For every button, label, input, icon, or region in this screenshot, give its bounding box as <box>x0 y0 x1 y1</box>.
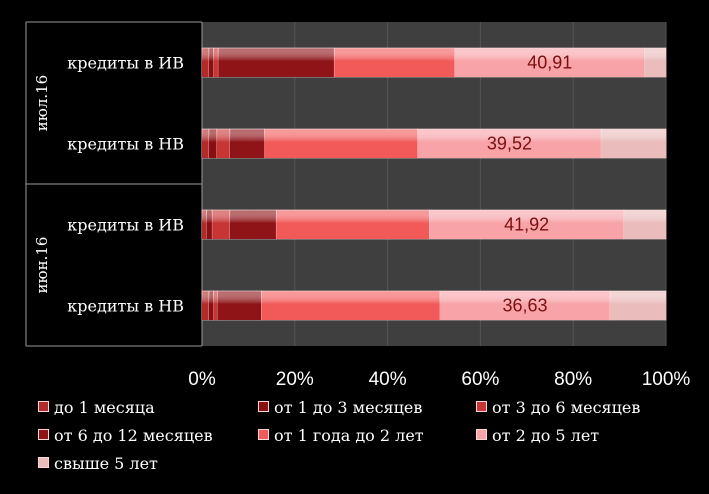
bar-segment-highlight <box>202 291 209 320</box>
legend-swatch <box>258 401 269 412</box>
group-label: июн.16 <box>33 237 51 294</box>
bar-segment-highlight <box>213 291 218 320</box>
bar-segment-highlight <box>623 210 666 239</box>
legend-label: от 3 до 6 месяцев <box>492 398 641 417</box>
bar-segment-highlight <box>202 129 209 158</box>
bar-segment-highlight <box>440 291 610 320</box>
bar-segment-highlight <box>212 210 230 239</box>
category-label: кредиты в ИВ <box>67 54 184 73</box>
legend-swatch <box>38 457 49 468</box>
data-label: 39,52 <box>487 134 532 154</box>
bar-segment-highlight <box>208 48 214 77</box>
legend-swatch <box>38 429 49 440</box>
bar-segment-highlight <box>229 129 265 158</box>
category-label: кредиты в НВ <box>67 297 184 316</box>
legend-item: от 1 года до 2 лет <box>258 426 424 445</box>
legend-swatch <box>258 429 269 440</box>
legend-item: до 1 месяца <box>38 398 155 417</box>
legend-label: свыше 5 лет <box>54 454 158 473</box>
x-tick-label: 60% <box>461 369 499 390</box>
bar-segment-highlight <box>429 210 624 239</box>
legend-item: свыше 5 лет <box>38 454 158 473</box>
bar-segment-highlight <box>202 48 209 77</box>
legend-label: от 1 года до 2 лет <box>274 426 424 445</box>
group-label: июл.16 <box>33 75 51 131</box>
bar-segment-highlight <box>213 48 219 77</box>
bar-segment-highlight <box>261 291 441 320</box>
bar-segment-highlight <box>206 210 213 239</box>
bar-segment-highlight <box>208 291 214 320</box>
legend-item: от 6 до 12 месяцев <box>38 426 213 445</box>
legend-label: от 2 до 5 лет <box>492 426 600 445</box>
x-tick-label: 0% <box>188 369 216 390</box>
bar-segment-highlight <box>264 129 418 158</box>
x-tick-label: 20% <box>276 369 314 390</box>
bar-segment-highlight <box>417 129 602 158</box>
category-label: кредиты в ИВ <box>67 216 184 235</box>
legend-label: от 1 до 3 месяцев <box>274 398 423 417</box>
legend-swatch <box>38 401 49 412</box>
x-tick-label: 100% <box>642 369 691 390</box>
legend-label: от 6 до 12 месяцев <box>54 426 213 445</box>
legend-item: от 3 до 6 месяцев <box>476 398 640 417</box>
legend-label: до 1 месяца <box>54 398 155 417</box>
bar-segment-highlight <box>276 210 430 239</box>
bar-segment-highlight <box>216 129 230 158</box>
data-label: 36,63 <box>502 296 547 316</box>
bar-segment-highlight <box>334 48 455 77</box>
legend-item: от 1 до 3 месяцев <box>258 398 422 417</box>
bar-segment-highlight <box>208 129 217 158</box>
legend-swatch <box>476 429 487 440</box>
bar-segment-highlight <box>229 210 277 239</box>
bar-segment-highlight <box>217 291 262 320</box>
bar-segment-highlight <box>644 48 666 77</box>
data-label: 40,91 <box>527 53 572 73</box>
category-label: кредиты в НВ <box>67 135 184 154</box>
bar-segment-highlight <box>609 291 666 320</box>
legend-item: от 2 до 5 лет <box>476 426 599 445</box>
legend-swatch <box>476 401 487 412</box>
bar-segment-highlight <box>454 48 645 77</box>
x-tick-label: 40% <box>369 369 407 390</box>
data-label: 41,92 <box>504 215 549 235</box>
bar-segment-highlight <box>601 129 667 158</box>
bar-segment-highlight <box>218 48 335 77</box>
x-tick-label: 80% <box>554 369 592 390</box>
bar-segment-highlight <box>202 210 207 239</box>
